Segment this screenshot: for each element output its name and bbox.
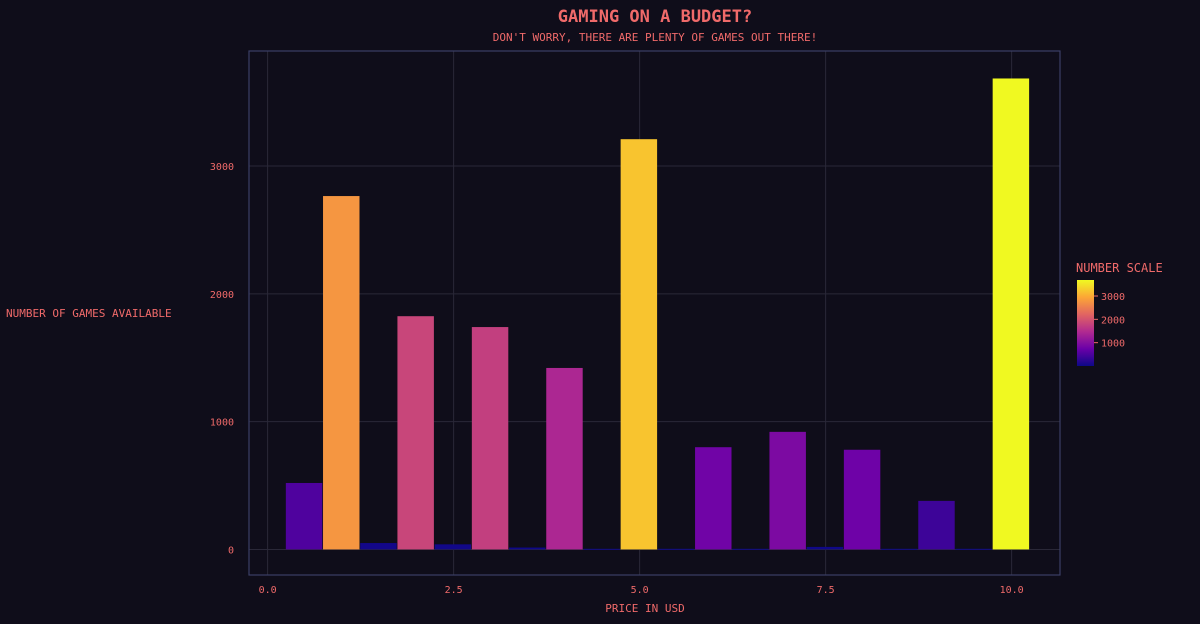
bar: [397, 316, 434, 550]
y-tick-label: 0: [228, 545, 234, 556]
bar: [881, 548, 918, 550]
bar: [509, 547, 546, 550]
x-tick-label: 7.5: [817, 585, 835, 596]
bar: [695, 447, 732, 550]
chart-title: GAMING ON A BUDGET?: [558, 7, 752, 27]
bars-group: [285, 78, 1030, 550]
bar: [471, 327, 509, 550]
color-scale-legend: NUMBER SCALE 1000 2000 3000: [1076, 261, 1163, 366]
y-tick-label: 1000: [210, 418, 234, 429]
color-scale-tick-label: 3000: [1101, 292, 1125, 303]
bar: [918, 500, 955, 550]
plot-frame: [248, 50, 1061, 576]
bar: [360, 543, 397, 550]
y-axis-label: NUMBER OF GAMES AVAILABLE: [6, 307, 172, 320]
bar: [769, 431, 806, 550]
color-scale-tick-label: 2000: [1101, 315, 1125, 326]
bar: [323, 196, 360, 550]
color-scale-title: NUMBER SCALE: [1076, 261, 1163, 275]
bar: [546, 367, 583, 550]
bar: [732, 548, 769, 550]
bar: [583, 548, 620, 550]
x-axis-ticks: 0.0 2.5 5.0 7.5 10.0: [259, 585, 1024, 596]
y-axis-ticks: 0 1000 2000 3000: [210, 162, 234, 556]
color-scale-tick-label: 1000: [1101, 339, 1125, 350]
x-tick-label: 5.0: [631, 585, 649, 596]
color-scale-ticks: 1000 2000 3000: [1094, 292, 1125, 350]
x-tick-label: 0.0: [259, 585, 277, 596]
bar: [806, 546, 844, 550]
x-tick-label: 10.0: [1000, 585, 1024, 596]
color-scale-bar: [1077, 280, 1094, 366]
x-tick-label: 2.5: [445, 585, 463, 596]
y-tick-label: 2000: [210, 290, 234, 301]
chart-subtitle: DON'T WORRY, THERE ARE PLENTY OF GAMES O…: [493, 31, 818, 44]
x-axis-label: PRICE IN USD: [605, 602, 684, 615]
bar: [285, 482, 323, 550]
bar: [434, 544, 472, 550]
y-tick-label: 3000: [210, 162, 234, 173]
bar: [992, 78, 1030, 550]
bar: [620, 139, 658, 550]
bar: [843, 449, 881, 550]
bar: [955, 548, 992, 550]
bar: [657, 548, 695, 550]
